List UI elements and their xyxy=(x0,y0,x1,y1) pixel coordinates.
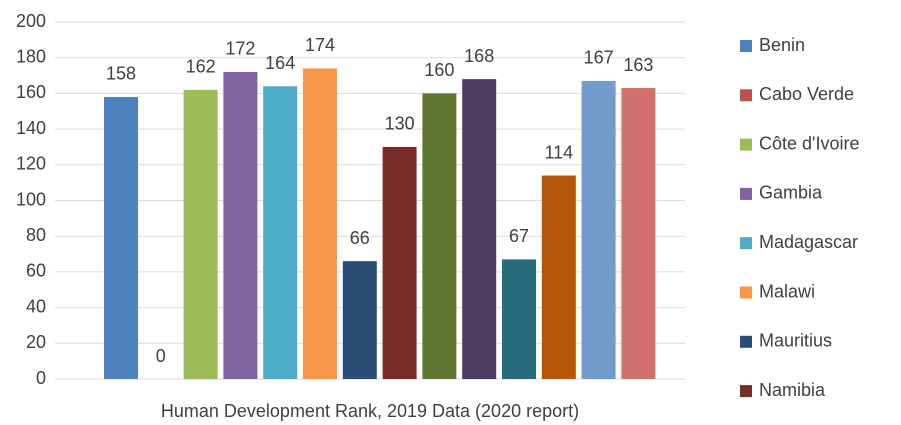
bar xyxy=(621,88,656,380)
y-tick-label: 40 xyxy=(26,296,46,316)
data-label: 0 xyxy=(156,346,166,366)
x-tick-label: Human Development Rank, 2019 Data (2020 … xyxy=(161,401,579,421)
data-label: 162 xyxy=(186,57,216,77)
legend-label: Gambia xyxy=(759,183,823,203)
bar xyxy=(223,71,258,379)
legend-swatch xyxy=(740,138,752,151)
bar xyxy=(422,93,457,380)
data-label: 172 xyxy=(225,39,255,59)
y-tick-label: 200 xyxy=(16,11,46,31)
y-tick-label: 20 xyxy=(26,332,46,352)
legend-swatch xyxy=(740,237,752,250)
bar xyxy=(303,68,337,379)
bar xyxy=(263,86,298,379)
data-label: 163 xyxy=(623,55,653,75)
legend-label: Cabo Verde xyxy=(759,84,854,104)
legend-label: Benin xyxy=(759,35,805,55)
bar xyxy=(183,89,218,379)
legend-label: Namibia xyxy=(759,380,826,400)
y-tick-label: 60 xyxy=(26,261,46,281)
legend-label: Mauritius xyxy=(759,331,832,351)
bar xyxy=(382,146,417,379)
legend-swatch xyxy=(740,385,752,398)
data-label: 66 xyxy=(350,228,370,248)
legend-swatch xyxy=(740,286,752,299)
data-label: 160 xyxy=(424,60,454,80)
bar xyxy=(462,79,497,380)
y-tick-label: 140 xyxy=(16,118,46,138)
y-tick-label: 160 xyxy=(16,82,46,102)
y-tick-label: 80 xyxy=(26,225,46,245)
y-tick-label: 120 xyxy=(16,154,46,174)
bar xyxy=(541,175,576,379)
legend-label: Madagascar xyxy=(759,232,858,252)
legend-swatch xyxy=(740,335,752,348)
bar xyxy=(104,96,138,379)
legend-swatch xyxy=(740,187,752,200)
y-tick-label: 180 xyxy=(16,46,46,66)
bar xyxy=(581,80,616,379)
legend-swatch xyxy=(740,89,752,102)
bar xyxy=(342,261,377,379)
legend-label: Côte d'Ivoire xyxy=(759,133,860,153)
data-label: 167 xyxy=(584,48,614,68)
data-label: 174 xyxy=(305,35,335,55)
data-label: 164 xyxy=(265,53,295,73)
legend-label: Malawi xyxy=(759,281,815,301)
data-label: 67 xyxy=(509,226,529,246)
data-label: 158 xyxy=(106,64,136,84)
data-label: 168 xyxy=(464,46,494,66)
data-label: 130 xyxy=(385,114,415,134)
data-label: 114 xyxy=(544,142,573,162)
y-tick-label: 100 xyxy=(16,189,46,209)
y-tick-label: 0 xyxy=(36,368,46,388)
bar xyxy=(502,259,536,379)
legend-swatch xyxy=(740,40,752,52)
